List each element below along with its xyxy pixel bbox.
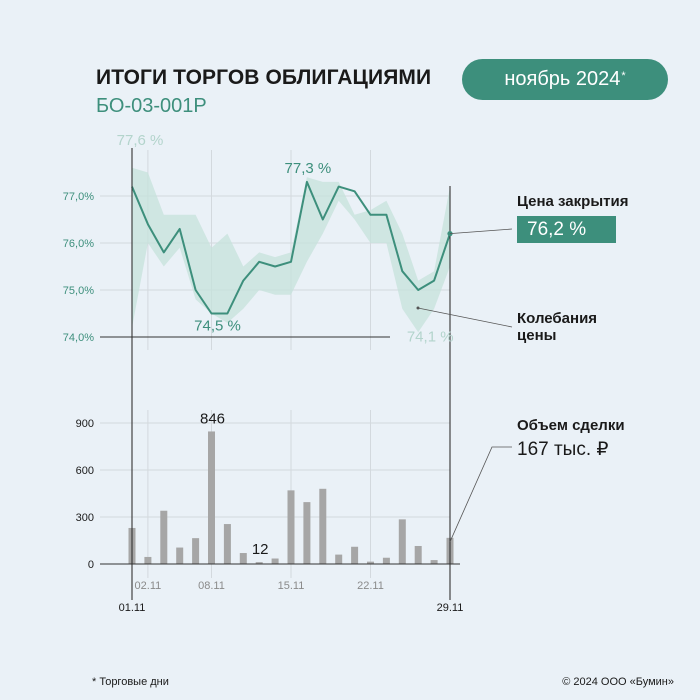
bond-code: БО-03-001Р [96,95,207,117]
volume-bar [255,562,263,564]
volume-bar [176,547,184,564]
volume-bar [239,553,247,564]
volume-value: 167 тыс. ₽ [517,439,609,460]
date-tick-label: 08.11 [198,580,225,592]
date-tick-label: 22.11 [357,580,384,592]
price-annotation: 74,5 % [194,318,241,335]
volume-bar [303,502,311,564]
volume-bar [144,556,152,564]
volume-ytick-label: 0 [88,559,94,571]
period-footnote-mark: * [621,69,626,82]
price-annotation: 77,3 % [285,160,332,177]
close-price-value: 76,2 % [517,216,616,243]
price-range-callout-dot [416,306,420,310]
price-range-label: Колебания цены [517,310,598,344]
volume-bar [192,538,200,564]
volume-ytick-label: 300 [76,512,94,524]
date-tick-label: 15.11 [278,580,305,592]
price-annotation: 77,6 % [117,132,164,149]
volume-bar [208,431,215,564]
callout-lines [416,228,513,542]
volume-annotation: 12 [252,541,269,558]
chart-axes [100,148,460,600]
price-range-callout [417,307,513,328]
volume-ytick-label: 600 [76,465,94,477]
volume-bar [319,488,327,564]
date-tick-label: 01.11 [119,602,146,614]
volume-ytick-label: 900 [76,418,94,430]
price-ytick-label: 75,0% [63,285,94,297]
period-badge: ноябрь 2024 * [462,59,668,100]
volume-label: Объем сделки [517,417,625,434]
copyright: © 2024 ООО «Бумин» [562,676,674,688]
price-range-band [132,167,450,333]
date-tick-label: 29.11 [437,602,464,614]
period-text: ноябрь 2024 [504,68,621,90]
volume-bar [367,561,374,564]
footnote: * Торговые дни [92,676,169,688]
volume-bar [430,560,438,564]
price-ytick-label: 77,0% [63,191,94,203]
volume-bar [160,510,168,564]
volume-bar [335,554,343,564]
page-title: ИТОГИ ТОРГОВ ОБЛИГАЦИЯМИ [96,66,432,89]
price-ytick-label: 74,0% [63,332,94,344]
volume-callout [449,446,512,542]
close-price-line [131,180,451,315]
volume-annotation: 846 [200,410,225,427]
volume-bar [271,558,279,564]
volume-bar [223,524,231,564]
close-price-callout [449,228,513,234]
date-tick-label: 02.11 [135,580,162,592]
volume-bar [287,490,295,564]
close-price-label: Цена закрытия [517,193,629,210]
chart-labels: 74,0% 75,0% 76,0% 77,0% 0 300 600 900 01.11 02.11… [63,132,464,614]
volume-bar [382,557,390,564]
price-ytick-label: 76,0% [63,238,94,250]
volume-bar [351,546,359,564]
volume-bar [414,545,422,564]
volume-bar [398,519,406,564]
price-annotation: 74,1 % [407,328,454,345]
